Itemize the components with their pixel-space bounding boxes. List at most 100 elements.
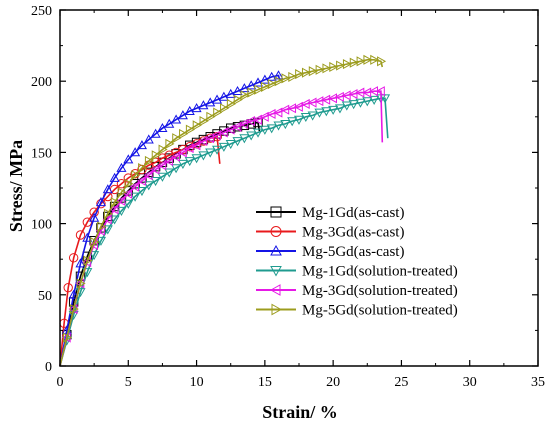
data-point (334, 104, 346, 114)
data-point (82, 217, 93, 227)
data-point (307, 97, 317, 108)
data-point (225, 124, 235, 135)
data-point (300, 112, 311, 123)
data-point (109, 215, 120, 225)
data-point (68, 289, 79, 299)
data-point (212, 145, 223, 155)
legend-item: Mg-3Gd(as-cast) (256, 225, 404, 241)
y-tick-label: 200 (31, 75, 52, 90)
data-point (191, 154, 202, 164)
legend-item: Mg-1Gd(solution-treated) (256, 264, 458, 280)
data-point (266, 108, 276, 120)
legend-item: Mg-5Gd(as-cast) (256, 244, 404, 260)
data-point (293, 115, 305, 125)
data-point (184, 143, 194, 154)
data-point (239, 118, 249, 129)
data-point (280, 120, 291, 130)
x-tick-label: 15 (258, 375, 272, 390)
data-point (151, 150, 161, 161)
data-point (110, 197, 120, 208)
legend-label: Mg-1Gd(as-cast) (302, 205, 404, 221)
data-point (246, 80, 257, 90)
data-point (348, 88, 358, 100)
data-point (191, 140, 201, 151)
x-tick-label: 30 (463, 375, 477, 390)
data-point (259, 111, 269, 122)
data-point (62, 332, 73, 343)
data-point (212, 94, 223, 104)
legend-label: Mg-1Gd(solution-treated) (302, 264, 458, 280)
legend-item: Mg-3Gd(solution-treated) (256, 283, 458, 299)
data-point (116, 206, 127, 217)
data-point (270, 266, 282, 277)
legend-label: Mg-3Gd(as-cast) (302, 225, 404, 241)
data-point (259, 125, 270, 135)
data-point (239, 83, 250, 93)
data-point (286, 103, 297, 114)
legend: Mg-1Gd(as-cast) Mg-3Gd(as-cast) Mg-5Gd(as-… (256, 205, 458, 319)
series-5 (59, 86, 385, 367)
data-point (314, 108, 325, 118)
data-point (117, 187, 127, 198)
x-tick-label: 5 (125, 375, 132, 390)
data-point (218, 142, 229, 152)
data-point (165, 138, 175, 149)
data-point (254, 84, 264, 95)
data-point (177, 147, 187, 158)
data-point (191, 103, 202, 113)
data-point (96, 198, 106, 209)
data-point (341, 90, 351, 101)
data-point (315, 64, 325, 75)
axes: 0 5 10 15 20 25 30 35 0 50 100 150 200 250 (31, 4, 545, 390)
legend-label: Mg-5Gd(solution-treated) (302, 303, 458, 319)
data-point (129, 181, 139, 192)
data-point (76, 278, 86, 289)
data-point (301, 67, 312, 78)
data-point (218, 127, 228, 138)
x-tick-label: 20 (326, 375, 340, 390)
data-point (82, 268, 93, 278)
data-point (252, 128, 264, 138)
data-point (225, 139, 236, 150)
y-tick-label: 0 (45, 360, 52, 375)
x-tick-label: 35 (531, 375, 545, 390)
data-point (69, 303, 79, 315)
data-point (266, 124, 277, 134)
data-point (260, 81, 271, 92)
data-point (157, 172, 168, 182)
data-point (89, 251, 100, 261)
data-point (179, 128, 189, 139)
data-point (199, 116, 209, 127)
data-point (95, 236, 107, 246)
data-point (123, 154, 134, 164)
data-point (271, 303, 283, 316)
data-point (102, 214, 112, 225)
y-axis-title: Stress/ MPa (6, 140, 26, 232)
data-point (138, 163, 148, 174)
x-tick-label: 25 (394, 375, 408, 390)
y-tick-label: 50 (38, 289, 52, 304)
data-point (362, 87, 372, 98)
data-point (348, 100, 359, 110)
data-point (233, 94, 243, 105)
data-point (157, 153, 168, 163)
data-point (252, 114, 262, 125)
data-point (355, 98, 366, 108)
data-point (232, 121, 242, 132)
data-point (143, 181, 154, 191)
data-point (375, 86, 385, 97)
data-point (123, 188, 133, 199)
data-point (130, 147, 141, 157)
data-point (245, 116, 256, 127)
data-point (266, 71, 277, 81)
data-point (124, 178, 134, 189)
data-point (273, 107, 283, 118)
data-point (116, 195, 126, 206)
data-point (123, 199, 134, 209)
data-point (68, 253, 79, 263)
x-axis-title: Strain/ % (262, 402, 338, 422)
data-point (89, 212, 100, 222)
data-point (370, 54, 380, 65)
data-point (232, 85, 243, 96)
